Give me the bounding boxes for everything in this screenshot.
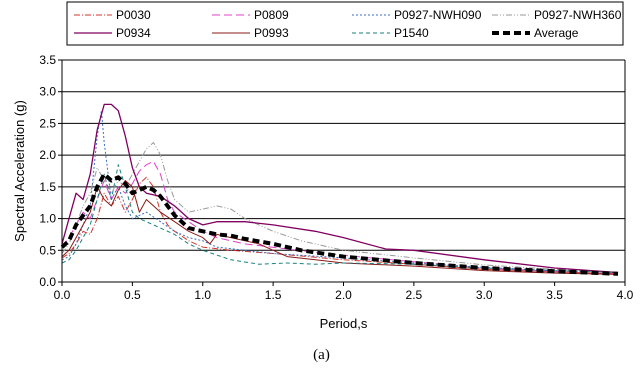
series-line-p0927-nwh090 <box>61 110 619 273</box>
x-tick-label: 4.0 <box>617 288 634 302</box>
series-line-p0927-nwh360 <box>61 142 619 273</box>
legend-label-p0927-nwh360: P0927-NWH360 <box>534 8 622 22</box>
y-tick-label: 1.0 <box>39 212 56 226</box>
series-line-p0030 <box>61 176 619 275</box>
y-tick-label: 3.5 <box>39 53 56 67</box>
x-tick-label: 1.0 <box>194 288 211 302</box>
x-tick-label: 2.5 <box>406 288 423 302</box>
legend-label-p0993: P0993 <box>254 26 289 40</box>
x-tick-label: 3.5 <box>546 288 563 302</box>
y-tick-label: 2.0 <box>39 148 56 162</box>
chart-axes: 0.0 0.5 1.0 1.5 2.0 2.5 3.0 3.5 0.0 0.5 1.0 1.5 2.0 2… <box>39 53 633 302</box>
x-tick-label: 0.5 <box>124 288 141 302</box>
y-tick-label: 0.0 <box>39 275 56 289</box>
chart-legend: P0030 P0809 P0927-NWH090 P0927-NWH360 P0934 P… <box>66 1 624 46</box>
legend-label-p0927-nwh090: P0927-NWH090 <box>394 8 482 22</box>
chart-gridlines <box>62 59 625 251</box>
y-tick-label: 0.5 <box>39 243 56 257</box>
legend-label-p0809: P0809 <box>254 8 289 22</box>
figure-caption: (a) <box>313 347 330 363</box>
x-tick-label: 1.5 <box>265 288 282 302</box>
x-tick-label: 0.0 <box>54 288 71 302</box>
legend-label-p0934: P0934 <box>116 26 151 40</box>
y-tick-label: 2.5 <box>39 116 56 130</box>
y-tick-label: 3.0 <box>39 85 56 99</box>
legend-label-p0030: P0030 <box>116 8 151 22</box>
x-axis-label: Period,s <box>320 316 368 331</box>
legend-box <box>66 1 624 46</box>
y-tick-label: 1.5 <box>39 180 56 194</box>
legend-label-p1540: P1540 <box>394 26 429 40</box>
series-line-p1540 <box>61 164 619 273</box>
legend-label-average: Average <box>534 26 579 40</box>
x-tick-label: 2.0 <box>335 288 352 302</box>
series-line-average <box>60 172 619 276</box>
series-line-p0993 <box>61 180 619 275</box>
x-tick-label: 3.0 <box>476 288 493 302</box>
y-axis-label: Spectral Acceleration (g) <box>12 100 27 242</box>
chart-series-group <box>60 103 619 276</box>
